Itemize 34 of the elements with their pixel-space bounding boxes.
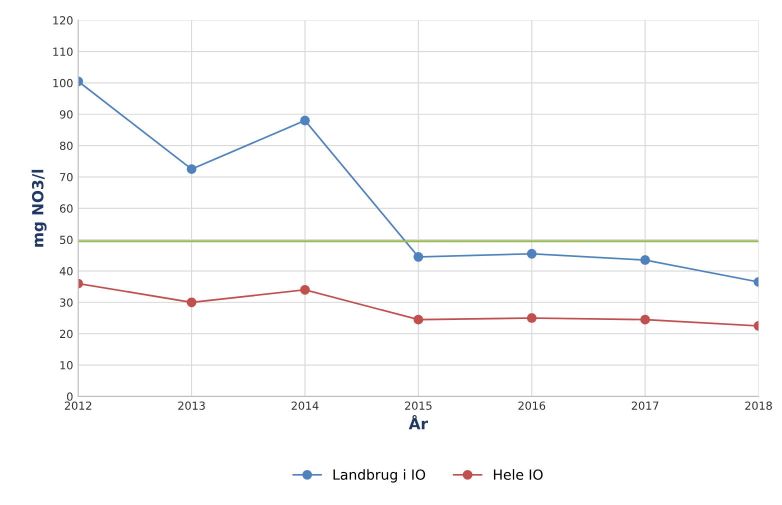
point — [526, 313, 537, 323]
point — [640, 255, 650, 265]
point — [186, 164, 196, 174]
point — [640, 314, 650, 324]
y-tick-label: 90 — [60, 110, 73, 119]
legend-label: Landbrug i IO — [334, 469, 426, 483]
y-tick-label: 0 — [67, 392, 73, 401]
point — [300, 116, 310, 126]
point — [526, 248, 537, 259]
y-axis-title: mg NO3/l — [32, 170, 47, 247]
y-tick-label: 70 — [60, 172, 73, 182]
legend-label: Hele IO — [494, 469, 543, 480]
x-tick-label: 2014 — [292, 401, 318, 410]
x-tick-label: 2017 — [632, 401, 658, 410]
x-tick-label: 2018 — [745, 401, 772, 410]
x-tick-label: 2013 — [178, 401, 205, 410]
point — [414, 252, 424, 262]
y-tick-label: 40 — [60, 266, 73, 276]
x-tick-label: 2012 — [64, 401, 92, 410]
x-tick-label: 2016 — [518, 401, 546, 410]
point — [414, 314, 424, 324]
x-tick-label: 2015 — [405, 401, 432, 410]
x-axis-title: År — [408, 415, 428, 430]
y-tick-label: 50 — [60, 236, 73, 244]
y-tick-label: 110 — [53, 48, 73, 56]
y-tick-label: 10 — [60, 361, 73, 370]
y-tick-label: 20 — [60, 330, 73, 338]
y-tick-label: 120 — [53, 16, 73, 25]
y-tick-label: 60 — [60, 204, 73, 213]
y-tick-label: 80 — [60, 142, 73, 150]
point — [300, 284, 310, 295]
point — [186, 298, 196, 308]
y-tick-label: 100 — [53, 78, 73, 88]
y-tick-label: 30 — [60, 298, 73, 307]
